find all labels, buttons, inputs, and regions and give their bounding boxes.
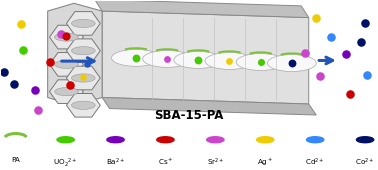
Point xyxy=(31,89,37,92)
Point xyxy=(18,23,24,26)
Text: Cs$^+$: Cs$^+$ xyxy=(158,157,173,167)
Point xyxy=(302,51,308,54)
Point xyxy=(347,93,353,96)
Polygon shape xyxy=(67,12,100,35)
Polygon shape xyxy=(50,53,83,76)
Point xyxy=(317,75,323,77)
Circle shape xyxy=(307,137,324,143)
Text: UO$_2$$^{2+}$: UO$_2$$^{2+}$ xyxy=(53,157,78,169)
Circle shape xyxy=(207,137,224,143)
Circle shape xyxy=(54,33,78,41)
Point xyxy=(195,59,201,61)
Point xyxy=(11,82,17,85)
Point xyxy=(20,49,26,52)
Circle shape xyxy=(157,137,174,143)
Polygon shape xyxy=(102,11,309,104)
Polygon shape xyxy=(50,80,83,104)
Text: PA: PA xyxy=(11,157,20,163)
Circle shape xyxy=(143,50,192,67)
Point xyxy=(46,60,53,63)
Point xyxy=(226,60,232,62)
Circle shape xyxy=(71,19,95,28)
Point xyxy=(362,21,368,24)
Point xyxy=(289,62,295,64)
Circle shape xyxy=(356,137,374,143)
Text: SBA-15-PA: SBA-15-PA xyxy=(154,109,223,122)
Point xyxy=(313,16,319,19)
Text: Cd$^{2+}$: Cd$^{2+}$ xyxy=(305,157,325,168)
Polygon shape xyxy=(67,94,100,117)
Text: Sr$^{2+}$: Sr$^{2+}$ xyxy=(206,157,224,168)
Point xyxy=(79,75,85,78)
Polygon shape xyxy=(67,39,100,63)
Text: Ag$^+$: Ag$^+$ xyxy=(257,157,273,168)
Circle shape xyxy=(71,101,95,109)
Polygon shape xyxy=(94,0,309,18)
Circle shape xyxy=(57,137,74,143)
Circle shape xyxy=(54,60,78,69)
Circle shape xyxy=(107,137,124,143)
Polygon shape xyxy=(50,25,83,49)
Point xyxy=(133,56,139,59)
Polygon shape xyxy=(102,97,316,115)
Polygon shape xyxy=(48,3,102,105)
Circle shape xyxy=(71,47,95,55)
Point xyxy=(58,33,64,36)
Point xyxy=(2,71,8,73)
Circle shape xyxy=(205,53,254,69)
Polygon shape xyxy=(67,66,100,90)
Circle shape xyxy=(267,55,316,72)
Circle shape xyxy=(257,137,274,143)
Circle shape xyxy=(112,49,160,66)
Point xyxy=(343,53,349,55)
Point xyxy=(35,108,41,111)
Circle shape xyxy=(54,88,78,96)
Point xyxy=(67,84,73,87)
Text: Ba$^{2+}$: Ba$^{2+}$ xyxy=(106,157,125,168)
Point xyxy=(258,61,264,63)
Point xyxy=(364,73,370,76)
Circle shape xyxy=(174,52,223,68)
Circle shape xyxy=(71,74,95,82)
Point xyxy=(64,35,70,38)
Point xyxy=(358,41,364,44)
Point xyxy=(328,36,334,38)
Circle shape xyxy=(236,54,285,71)
Point xyxy=(84,63,90,66)
Point xyxy=(164,57,170,60)
Text: Co$^{2+}$: Co$^{2+}$ xyxy=(355,157,375,168)
